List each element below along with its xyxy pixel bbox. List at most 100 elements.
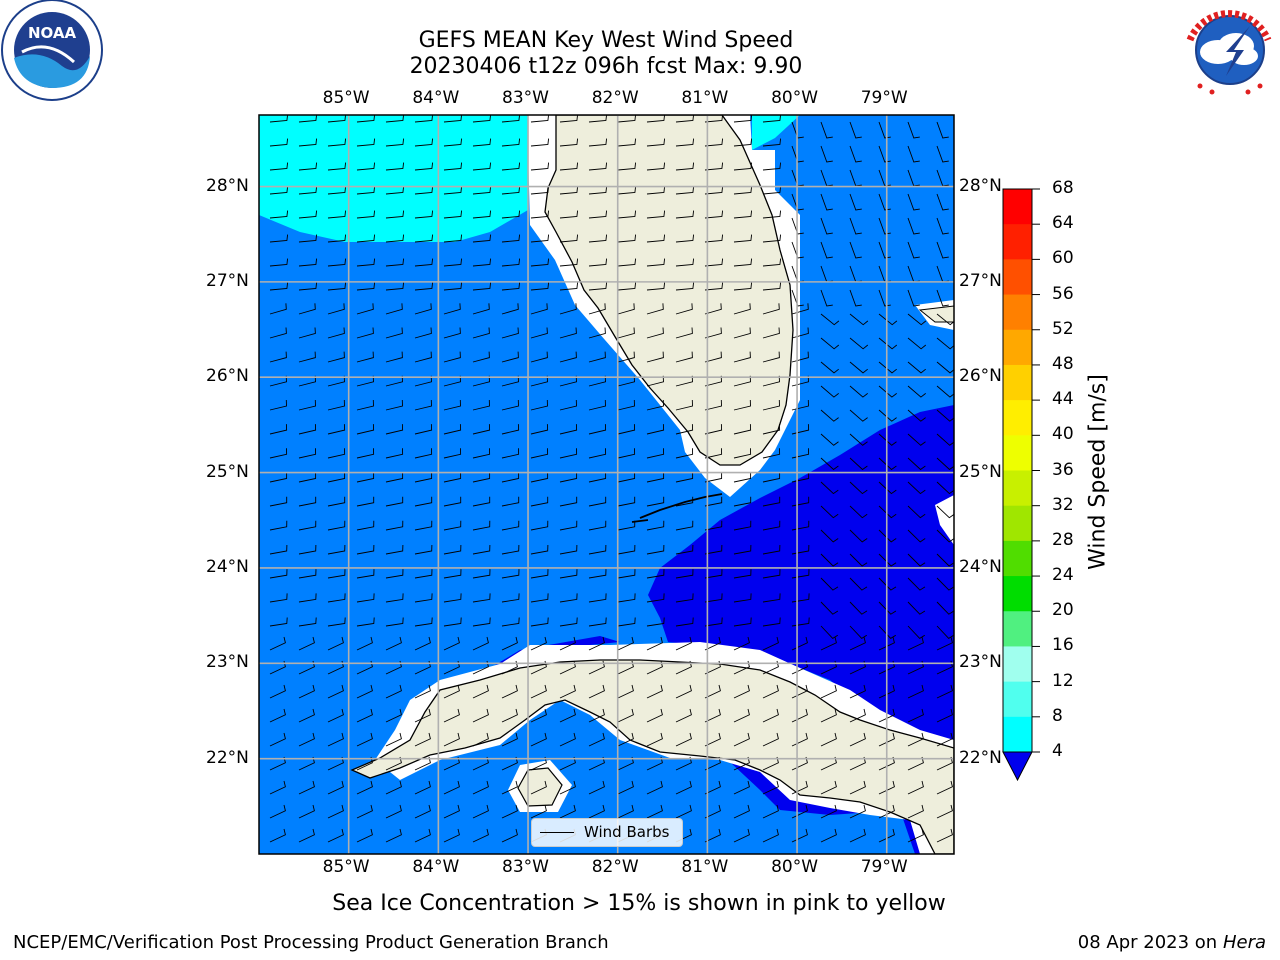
wind-fill-8-12-north	[259, 115, 552, 242]
wind-barb	[704, 684, 721, 699]
wind-barb	[820, 337, 840, 350]
wind-barb	[327, 138, 347, 147]
wind-barb	[936, 361, 954, 374]
lon-tick-bottom: 84°W	[412, 857, 460, 877]
wind-barb	[472, 351, 490, 363]
wind-barb	[530, 303, 548, 315]
wind-barb	[617, 520, 636, 531]
wind-barb	[878, 553, 897, 567]
map-panel	[259, 115, 954, 854]
wind-barb	[617, 780, 634, 795]
wind-barb	[501, 115, 521, 123]
wind-barb	[588, 351, 606, 363]
chart-title: GEFS MEAN Key West Wind Speed	[418, 28, 794, 53]
wind-barb	[356, 804, 373, 819]
wind-barb	[878, 601, 897, 615]
wind-barb	[878, 145, 891, 163]
wind-barb	[762, 684, 779, 699]
wind-barb	[298, 210, 318, 219]
wind-barb	[675, 708, 692, 723]
wind-barb	[936, 433, 954, 446]
wind-barb	[849, 553, 868, 567]
wind-barb	[472, 636, 489, 651]
wind-barb	[530, 732, 547, 747]
wind-barb	[559, 234, 579, 243]
wind-barb	[733, 234, 753, 243]
wind-barb	[327, 636, 344, 651]
wind-barb	[530, 448, 549, 459]
wind-barb	[327, 115, 347, 123]
wind-barb	[356, 520, 375, 531]
wind-barb	[617, 282, 637, 291]
wind-barb	[878, 313, 898, 326]
wind-barb	[530, 162, 550, 171]
wind-barb	[530, 399, 548, 411]
wind-barb	[356, 569, 375, 579]
wind-barb	[907, 217, 920, 235]
lat-tick-right: 24°N	[959, 556, 1002, 577]
wind-barb	[414, 684, 431, 699]
wind-barb	[501, 684, 518, 699]
wind-barb	[762, 544, 781, 555]
wind-barb	[820, 577, 839, 591]
wind-barb	[414, 593, 433, 603]
wind-barb	[356, 210, 376, 219]
wind-barb	[501, 138, 521, 147]
wind-barb	[327, 327, 345, 339]
wind-barb	[269, 544, 288, 555]
wind-barb	[588, 138, 608, 147]
colorbar-segment	[1003, 224, 1032, 260]
wind-barb	[472, 424, 491, 435]
wind-barb	[820, 313, 840, 326]
wind-barb	[559, 424, 578, 435]
wind-barb	[356, 732, 373, 747]
wind-barb	[704, 804, 721, 819]
wind-barb	[646, 593, 665, 603]
wind-barb	[501, 186, 521, 195]
wind-barb	[762, 708, 779, 723]
wind-barb	[936, 601, 954, 615]
wind-barb	[617, 424, 636, 435]
wind-barb	[385, 708, 402, 723]
wind-barb	[733, 210, 753, 219]
colorbar-segment	[1003, 294, 1032, 331]
wind-barb	[878, 732, 895, 747]
wind-barb	[733, 544, 752, 555]
wind-barb	[820, 409, 839, 422]
wind-barb	[501, 258, 521, 267]
wind-barb	[878, 433, 897, 446]
wind-barb	[269, 496, 288, 507]
wind-barb	[327, 472, 346, 483]
wind-barb	[588, 282, 608, 291]
wind-barb	[820, 732, 837, 747]
wind-barb	[327, 210, 347, 219]
wind-barb	[588, 684, 605, 699]
wind-barb	[762, 162, 782, 171]
wind-barb	[501, 636, 518, 651]
wind-barb	[530, 780, 547, 795]
lon-tick-top: 80°W	[771, 88, 819, 108]
wind-barb	[733, 448, 752, 459]
wind-barb	[501, 708, 518, 723]
wind-barb	[559, 593, 578, 603]
wind-barb	[617, 186, 637, 195]
wind-barb	[414, 282, 434, 291]
wind-barb	[617, 636, 634, 651]
colorbar-segment	[1003, 505, 1032, 542]
wind-barb	[443, 327, 461, 339]
wind-barb	[530, 684, 547, 699]
wind-barb	[733, 424, 752, 435]
wind-barb	[356, 708, 373, 723]
wind-barb	[588, 115, 608, 123]
wind-barb	[356, 115, 376, 123]
wind-barb	[385, 593, 404, 603]
wind-barb	[907, 804, 924, 819]
colorbar-segment	[1003, 716, 1032, 753]
wind-barb	[878, 217, 891, 235]
wind-barb	[327, 399, 345, 411]
wind-barb	[878, 636, 895, 651]
wind-barb	[385, 210, 405, 219]
wind-barb	[907, 337, 927, 350]
nws-logo-icon	[1182, 2, 1278, 98]
wind-barb	[443, 520, 462, 531]
